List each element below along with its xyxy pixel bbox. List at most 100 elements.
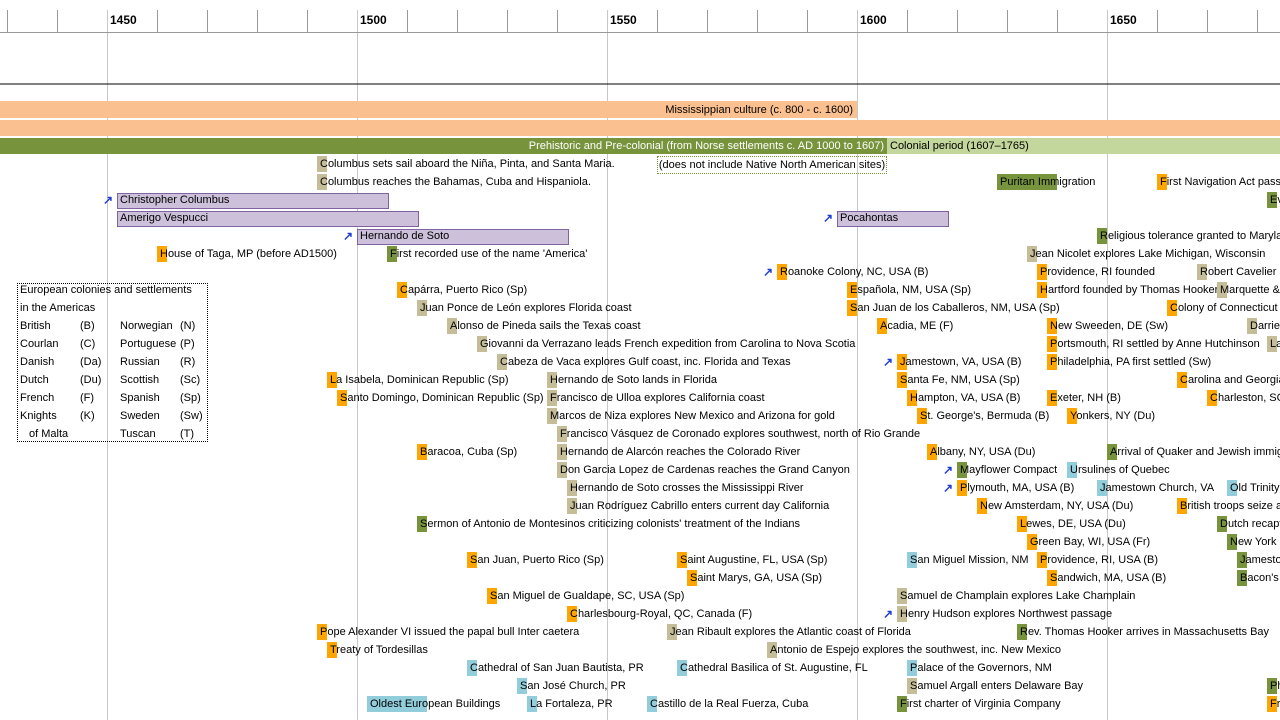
event-marker <box>677 552 687 568</box>
legend-code: (B) <box>80 320 95 332</box>
event: Jamesto <box>1240 554 1280 566</box>
axis-label: 1600 <box>860 13 887 27</box>
event-marker <box>1037 264 1047 280</box>
legend-code: (Da) <box>80 356 102 368</box>
band-label: Mississippian culture (c. 800 - c. 1600) <box>665 104 853 116</box>
link-icon: ↗ <box>943 463 954 477</box>
event-marker <box>1047 570 1057 586</box>
event: San Miguel Mission, NM <box>910 554 1029 566</box>
link-icon: ↗ <box>343 229 354 243</box>
event: Jean Nicolet explores Lake Michigan, Wis… <box>1030 248 1266 260</box>
event: Pope Alexander VI issued the papal bull … <box>320 626 580 638</box>
event-marker <box>1167 300 1177 316</box>
axis-label: 1650 <box>1110 13 1137 27</box>
event-marker <box>1237 552 1247 568</box>
event: Acadia, ME (F) <box>880 320 954 332</box>
event-marker <box>1017 516 1027 532</box>
event: Marcos de Niza explores New Mexico and A… <box>550 410 835 422</box>
event: Hernando de Soto crosses the Mississippi… <box>570 482 804 494</box>
event-marker <box>917 408 927 424</box>
band <box>0 138 887 154</box>
event: Saint Augustine, FL, USA (Sp) <box>680 554 828 566</box>
event-marker <box>1177 498 1187 514</box>
event: La Isabela, Dominican Republic (Sp) <box>330 374 509 386</box>
event-marker <box>397 282 407 298</box>
band <box>0 120 1280 136</box>
event-marker <box>1027 246 1037 262</box>
event-marker <box>1267 678 1277 694</box>
event-marker <box>417 300 427 316</box>
event: First charter of Virginia Company <box>900 698 1061 710</box>
event: Santa Fe, NM, USA (Sp) <box>900 374 1020 386</box>
event-marker <box>1027 534 1037 550</box>
event: First Navigation Act pass <box>1160 176 1280 188</box>
event: Samuel Argall enters Delaware Bay <box>910 680 1084 692</box>
event: British troops seize a <box>1180 500 1280 512</box>
event: Hernando de Soto lands in Florida <box>550 374 717 386</box>
event-marker <box>517 678 527 694</box>
band <box>0 101 857 118</box>
event-marker <box>547 390 557 406</box>
event: San José Church, PR <box>520 680 626 692</box>
event: Española, NM, USA (Sp) <box>850 284 972 296</box>
legend-name: Spanish <box>120 392 160 404</box>
legend-name: Tuscan <box>120 428 156 440</box>
event-marker <box>897 372 907 388</box>
event-marker <box>487 588 497 604</box>
event-marker <box>647 696 657 712</box>
event-marker <box>417 516 427 532</box>
event-marker <box>997 174 1057 190</box>
link-icon: ↗ <box>883 355 894 369</box>
event-marker <box>1267 696 1277 712</box>
person-name: Hernando de Soto <box>360 230 450 242</box>
person-bar <box>837 211 949 227</box>
event-marker <box>1097 228 1107 244</box>
event: Robert Cavelier L <box>1200 266 1280 278</box>
event: House of Taga, MP (before AD1500) <box>160 248 337 260</box>
event-marker <box>1047 336 1057 352</box>
event-marker <box>977 498 987 514</box>
event: Jamestown, VA, USA (B) <box>900 356 1022 368</box>
event-marker <box>1267 336 1277 352</box>
event: Jamestown Church, VA <box>1100 482 1215 494</box>
legend-name: Sweden <box>120 410 160 422</box>
legend-code: (R) <box>180 356 196 368</box>
link-icon: ↗ <box>763 265 774 279</box>
event-marker <box>1237 570 1247 586</box>
event-marker <box>327 642 337 658</box>
event: Arrival of Quaker and Jewish immig <box>1110 446 1280 458</box>
legend-title: European colonies and settlements <box>20 284 192 296</box>
event-marker <box>847 282 857 298</box>
legend-name: Knights <box>20 410 57 422</box>
event: St. George's, Bermuda (B) <box>920 410 1050 422</box>
event-marker <box>417 444 427 460</box>
event-marker <box>1017 624 1027 640</box>
event-marker <box>1267 192 1277 208</box>
event: Saint Marys, GA, USA (Sp) <box>690 572 823 584</box>
event-marker <box>557 462 567 478</box>
event: Juan Ponce de León explores Florida coas… <box>420 302 632 314</box>
event: First recorded use of the name 'America' <box>390 248 588 260</box>
event: Jean Ribault explores the Atlantic coast… <box>670 626 911 638</box>
legend-code: (T) <box>180 428 195 440</box>
event-marker <box>1047 390 1057 406</box>
legend-name: Scottish <box>120 374 160 386</box>
event: Bacon's <box>1240 572 1279 584</box>
legend-name: of Malta <box>29 428 69 440</box>
event-marker <box>1047 354 1057 370</box>
event-marker <box>1067 408 1077 424</box>
event-marker <box>1037 282 1047 298</box>
event-marker <box>957 462 967 478</box>
event-marker <box>847 300 857 316</box>
event: Sermon of Antonio de Montesinos criticiz… <box>420 518 800 530</box>
person-bar <box>357 229 569 245</box>
event-marker <box>1197 264 1207 280</box>
legend-code: (P) <box>180 338 195 350</box>
event: Hampton, VA, USA (B) <box>910 392 1021 404</box>
event: Puritan Immigration <box>1000 176 1096 188</box>
event: Ursulines of Quebec <box>1070 464 1170 476</box>
event: La <box>1270 338 1280 350</box>
legend-title: in the Americas <box>20 302 96 314</box>
event-marker <box>477 336 487 352</box>
event: Charleston, SC <box>1210 392 1280 404</box>
